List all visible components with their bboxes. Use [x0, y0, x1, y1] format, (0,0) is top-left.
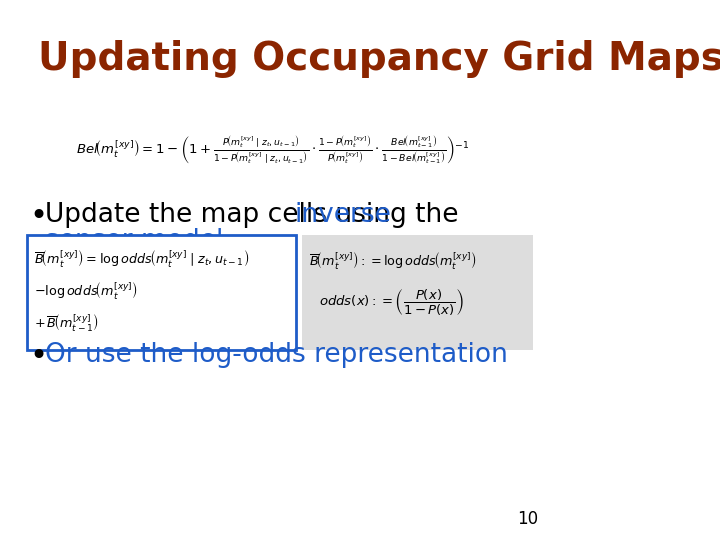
- Text: inverse: inverse: [294, 202, 391, 228]
- Text: Updating Occupancy Grid Maps: Updating Occupancy Grid Maps: [38, 40, 720, 78]
- Text: Update the map cells using the: Update the map cells using the: [45, 202, 467, 228]
- Text: $+\,\overline{B}\!\left(m_{t-1}^{[xy]}\right)$: $+\,\overline{B}\!\left(m_{t-1}^{[xy]}\r…: [34, 312, 98, 333]
- Text: $odds(x):=\left(\dfrac{P(x)}{1-P(x)}\right)$: $odds(x):=\left(\dfrac{P(x)}{1-P(x)}\rig…: [319, 288, 464, 318]
- Text: Or use the log-odds representation: Or use the log-odds representation: [45, 342, 508, 368]
- FancyBboxPatch shape: [302, 235, 533, 350]
- Text: $Bel\!\left(m_t^{[xy]}\right)=1-\left(1+\frac{P\!\left(m_t^{[xy]}\mid z_t,u_{t-1: $Bel\!\left(m_t^{[xy]}\right)=1-\left(1+…: [76, 134, 469, 166]
- Text: 10: 10: [517, 510, 538, 528]
- Text: •: •: [30, 202, 48, 231]
- FancyBboxPatch shape: [27, 235, 296, 350]
- Text: sensor model: sensor model: [45, 228, 223, 254]
- Text: $\overline{B}\!\left(m_t^{[xy]}\right):=\log odds\!\left(m_t^{[xy]}\right)$: $\overline{B}\!\left(m_t^{[xy]}\right):=…: [309, 250, 477, 271]
- Text: •: •: [30, 342, 48, 371]
- Text: $-\log odds\!\left(m_t^{[xy]}\right)$: $-\log odds\!\left(m_t^{[xy]}\right)$: [34, 280, 138, 301]
- Text: $\overline{B}\!\left(m_t^{[xy]}\right)=\log odds\!\left(m_t^{[xy]}\mid z_t,u_{t-: $\overline{B}\!\left(m_t^{[xy]}\right)=\…: [34, 248, 249, 269]
